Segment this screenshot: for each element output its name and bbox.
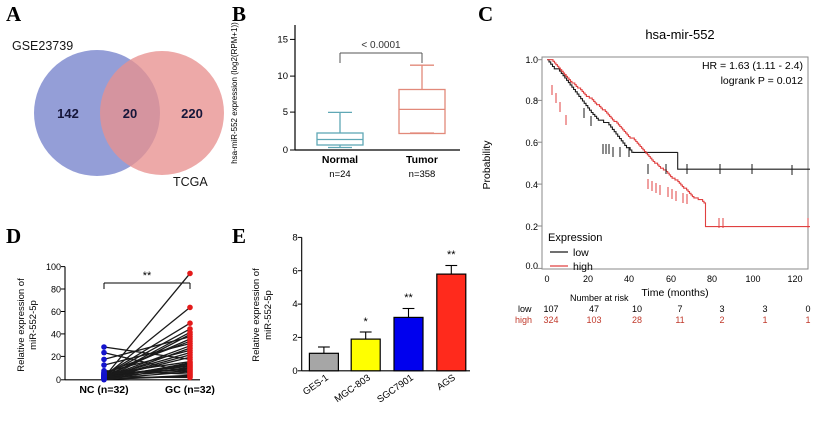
svg-text:TCGA: TCGA [173,175,208,189]
svg-text:40: 40 [51,329,61,339]
svg-text:0.8: 0.8 [525,96,538,106]
svg-text:100: 100 [745,274,760,284]
svg-text:6: 6 [292,266,297,277]
svg-text:142: 142 [57,106,79,121]
svg-text:logrank P = 0.012: logrank P = 0.012 [721,75,804,87]
svg-text:20: 20 [123,106,137,121]
svg-text:5: 5 [283,107,288,118]
svg-text:0: 0 [544,274,549,284]
svg-text:HR = 1.63 (1.11 - 2.4): HR = 1.63 (1.11 - 2.4) [702,60,803,72]
svg-text:20: 20 [583,274,593,284]
svg-text:SGC7901: SGC7901 [375,372,415,405]
svg-text:**: ** [447,249,456,261]
svg-text:high: high [573,261,593,273]
svg-text:n=358: n=358 [409,169,436,180]
svg-text:8: 8 [292,233,297,244]
svg-text:Relative expression of: Relative expression of [16,278,27,372]
svg-text:20: 20 [51,352,61,362]
svg-text:60: 60 [666,274,676,284]
svg-text:miR-552-5p: miR-552-5p [263,290,274,340]
svg-text:0.2: 0.2 [525,222,538,232]
svg-text:low: low [573,247,589,259]
svg-text:hsa-miR-552 expression (log2(R: hsa-miR-552 expression (log2(RPM+1)) [230,22,239,164]
svg-text:220: 220 [181,106,203,121]
svg-text:*: * [364,316,369,328]
svg-text:0.6: 0.6 [525,138,538,148]
svg-text:4: 4 [292,299,297,310]
svg-text:Expression: Expression [548,232,602,244]
svg-text:15: 15 [277,35,288,46]
svg-text:80: 80 [51,284,61,294]
svg-text:0: 0 [56,375,61,385]
svg-text:GSE23739: GSE23739 [12,39,73,53]
svg-text:10: 10 [277,71,288,82]
svg-text:0.4: 0.4 [525,180,538,190]
svg-text:2: 2 [292,333,297,344]
svg-text:n=24: n=24 [329,169,350,180]
svg-text:100: 100 [46,262,61,272]
svg-text:40: 40 [624,274,634,284]
svg-text:< 0.0001: < 0.0001 [361,40,401,51]
svg-text:1.0: 1.0 [525,55,538,65]
svg-text:120: 120 [787,274,802,284]
svg-text:GES-1: GES-1 [301,372,331,397]
svg-text:hsa-mir-552: hsa-mir-552 [645,27,714,42]
svg-text:Tumor: Tumor [406,154,438,166]
svg-text:60: 60 [51,307,61,317]
svg-text:GC (n=32): GC (n=32) [165,384,215,396]
svg-text:NC (n=32): NC (n=32) [79,384,128,396]
svg-text:Relative expression of: Relative expression of [251,268,262,362]
svg-text:80: 80 [707,274,717,284]
svg-text:Probability: Probability [481,140,493,190]
svg-text:0.0: 0.0 [525,261,538,271]
svg-text:0: 0 [292,366,297,377]
svg-text:**: ** [404,292,413,304]
svg-text:Normal: Normal [322,154,358,166]
svg-text:0: 0 [283,145,288,156]
svg-text:AGS: AGS [435,372,458,393]
svg-text:MGC-803: MGC-803 [333,372,373,405]
svg-text:miR-552-5p: miR-552-5p [28,300,39,350]
svg-text:**: ** [143,270,152,282]
